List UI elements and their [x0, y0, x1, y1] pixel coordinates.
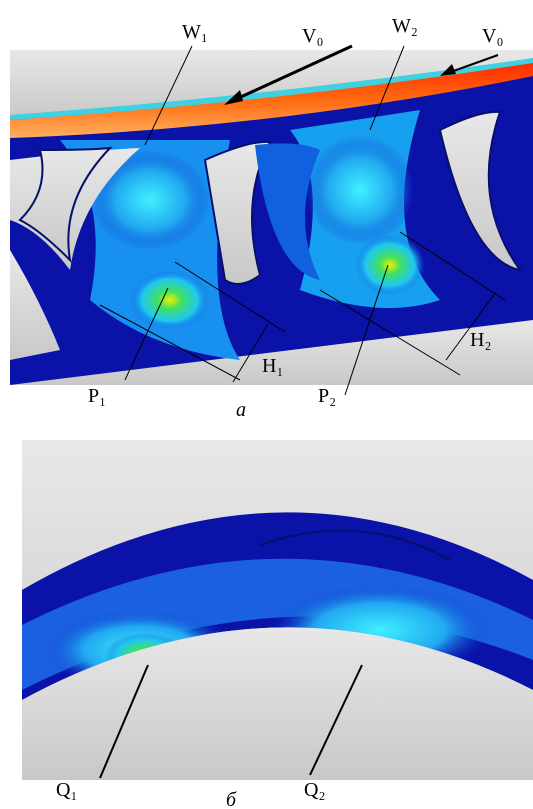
caption: а: [236, 399, 246, 421]
panel-b-field: [22, 440, 533, 780]
label: V₀: [302, 25, 323, 47]
label: W₂: [392, 15, 418, 37]
caption: б: [226, 789, 237, 809]
label: P₁: [88, 385, 106, 407]
figure: W₁ V₀ W₂ V₀ P₁ P₂ H₁ H₂ а Q₁ Q₂ б: [0, 0, 533, 809]
label: P₂: [318, 385, 336, 407]
label: Q₂: [304, 779, 325, 801]
panel-a-field: [10, 50, 533, 385]
label: V₀: [482, 25, 503, 47]
label: W₁: [182, 21, 208, 43]
label: Q₁: [56, 779, 77, 801]
label: H₂: [470, 329, 491, 351]
label: H₁: [262, 355, 283, 377]
